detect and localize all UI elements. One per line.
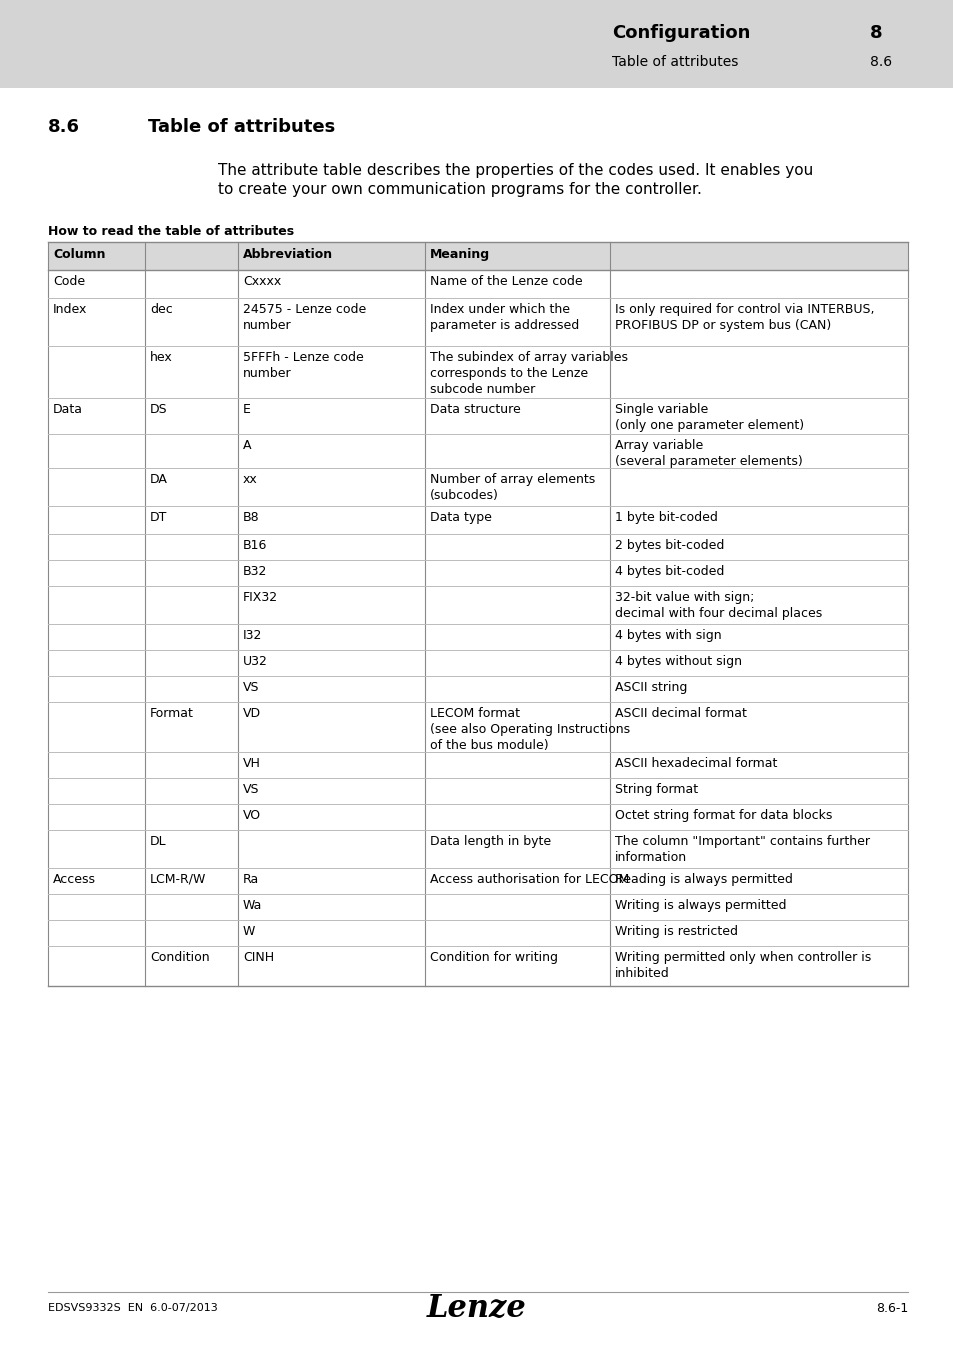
- Text: Lenze: Lenze: [427, 1292, 526, 1323]
- Bar: [48, 242, 907, 270]
- Text: Data type: Data type: [430, 512, 492, 524]
- Text: 8.6: 8.6: [869, 55, 891, 69]
- Text: 32-bit value with sign;
decimal with four decimal places: 32-bit value with sign; decimal with fou…: [615, 591, 821, 620]
- Text: Access: Access: [53, 873, 96, 886]
- Text: The column "Important" contains further
information: The column "Important" contains further …: [615, 836, 869, 864]
- Text: Table of attributes: Table of attributes: [148, 117, 335, 136]
- Text: VO: VO: [243, 809, 261, 822]
- Text: ASCII decimal format: ASCII decimal format: [615, 707, 746, 720]
- Text: FIX32: FIX32: [243, 591, 278, 603]
- Text: 8.6: 8.6: [48, 117, 80, 136]
- Text: DS: DS: [150, 404, 168, 416]
- Text: 2 bytes bit-coded: 2 bytes bit-coded: [615, 539, 723, 552]
- Text: 4 bytes without sign: 4 bytes without sign: [615, 655, 741, 668]
- Text: Number of array elements
(subcodes): Number of array elements (subcodes): [430, 472, 595, 502]
- Text: Column: Column: [53, 248, 106, 261]
- Text: dec: dec: [150, 302, 172, 316]
- Text: VH: VH: [243, 757, 260, 769]
- Text: CINH: CINH: [243, 950, 274, 964]
- Text: VS: VS: [243, 680, 259, 694]
- Text: VD: VD: [243, 707, 261, 720]
- Text: ASCII string: ASCII string: [615, 680, 687, 694]
- Text: 5FFFh - Lenze code
number: 5FFFh - Lenze code number: [243, 351, 363, 379]
- Text: Index under which the
parameter is addressed: Index under which the parameter is addre…: [430, 302, 578, 332]
- Text: Array variable
(several parameter elements): Array variable (several parameter elemen…: [615, 439, 801, 468]
- Text: String format: String format: [615, 783, 698, 796]
- Text: 24575 - Lenze code
number: 24575 - Lenze code number: [243, 302, 366, 332]
- Text: Condition: Condition: [150, 950, 210, 964]
- Text: Table of attributes: Table of attributes: [612, 55, 738, 69]
- Text: Data length in byte: Data length in byte: [430, 836, 551, 848]
- Text: B16: B16: [243, 539, 267, 552]
- Text: Ra: Ra: [243, 873, 259, 886]
- Text: A: A: [243, 439, 252, 452]
- Text: Data structure: Data structure: [430, 404, 520, 416]
- Text: DA: DA: [150, 472, 168, 486]
- Text: The attribute table describes the properties of the codes used. It enables you
t: The attribute table describes the proper…: [218, 163, 812, 197]
- Text: Writing permitted only when controller is
inhibited: Writing permitted only when controller i…: [615, 950, 870, 980]
- Text: Cxxxx: Cxxxx: [243, 275, 281, 288]
- Bar: [0, 0, 953, 88]
- Text: B8: B8: [243, 512, 259, 524]
- Text: DL: DL: [150, 836, 167, 848]
- Text: The subindex of array variables
corresponds to the Lenze
subcode number: The subindex of array variables correspo…: [430, 351, 627, 396]
- Text: W: W: [243, 925, 255, 938]
- Text: Configuration: Configuration: [612, 24, 750, 42]
- Text: Condition for writing: Condition for writing: [430, 950, 558, 964]
- Text: 1 byte bit-coded: 1 byte bit-coded: [615, 512, 717, 524]
- Text: Wa: Wa: [243, 899, 262, 913]
- Text: Meaning: Meaning: [430, 248, 490, 261]
- Text: 4 bytes bit-coded: 4 bytes bit-coded: [615, 566, 723, 578]
- Text: How to read the table of attributes: How to read the table of attributes: [48, 225, 294, 238]
- Text: Single variable
(only one parameter element): Single variable (only one parameter elem…: [615, 404, 803, 432]
- Text: DT: DT: [150, 512, 167, 524]
- Text: LECOM format
(see also Operating Instructions
of the bus module): LECOM format (see also Operating Instruc…: [430, 707, 630, 752]
- Text: Name of the Lenze code: Name of the Lenze code: [430, 275, 582, 288]
- Text: Format: Format: [150, 707, 193, 720]
- Text: Reading is always permitted: Reading is always permitted: [615, 873, 792, 886]
- Text: B32: B32: [243, 566, 267, 578]
- Text: 4 bytes with sign: 4 bytes with sign: [615, 629, 720, 643]
- Text: Code: Code: [53, 275, 85, 288]
- Text: E: E: [243, 404, 251, 416]
- Text: Index: Index: [53, 302, 88, 316]
- Text: Is only required for control via INTERBUS,
PROFIBUS DP or system bus (CAN): Is only required for control via INTERBU…: [615, 302, 874, 332]
- Text: ASCII hexadecimal format: ASCII hexadecimal format: [615, 757, 777, 769]
- Text: Access authorisation for LECOM: Access authorisation for LECOM: [430, 873, 629, 886]
- Text: I32: I32: [243, 629, 262, 643]
- Text: Data: Data: [53, 404, 83, 416]
- Text: U32: U32: [243, 655, 268, 668]
- Text: 8.6-1: 8.6-1: [875, 1301, 907, 1315]
- Text: VS: VS: [243, 783, 259, 796]
- Text: Writing is always permitted: Writing is always permitted: [615, 899, 785, 913]
- Text: Abbreviation: Abbreviation: [243, 248, 333, 261]
- Text: LCM-R/W: LCM-R/W: [150, 873, 206, 886]
- Text: xx: xx: [243, 472, 257, 486]
- Text: Octet string format for data blocks: Octet string format for data blocks: [615, 809, 832, 822]
- Text: 8: 8: [869, 24, 882, 42]
- Text: hex: hex: [150, 351, 172, 364]
- Text: Writing is restricted: Writing is restricted: [615, 925, 738, 938]
- Text: EDSVS9332S  EN  6.0-07/2013: EDSVS9332S EN 6.0-07/2013: [48, 1303, 217, 1314]
